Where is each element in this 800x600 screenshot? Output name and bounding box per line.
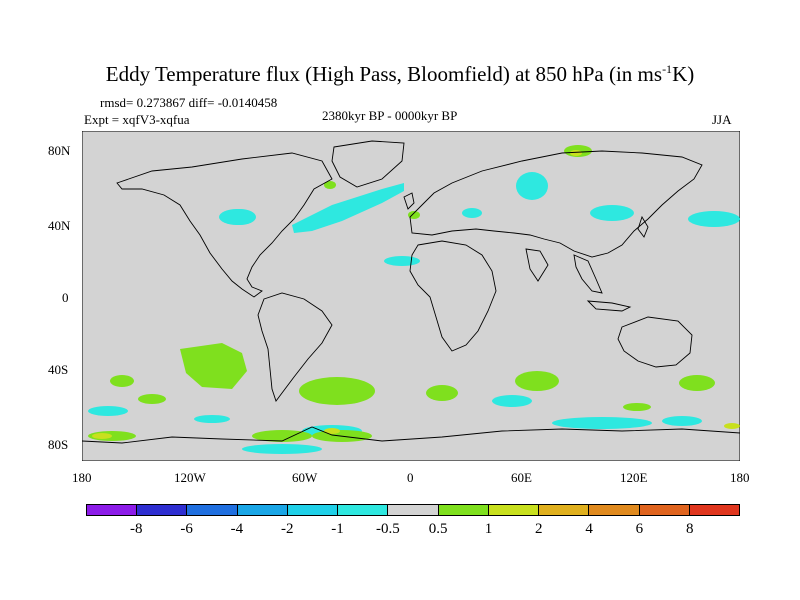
colorbar-swatch-8 — [488, 505, 540, 515]
colorbar-swatch-12 — [689, 505, 740, 515]
colorbar-swatch-5 — [338, 505, 389, 515]
patch-sw-pacific-green — [138, 394, 166, 404]
lat-label-80s: 80S — [48, 437, 69, 452]
coast-australia — [617, 316, 693, 368]
negative-anomaly-patches — [88, 172, 740, 454]
colorbar-swatch-1 — [137, 505, 188, 515]
colorbar-label-5: -0.5 — [375, 521, 400, 537]
colorbar-swatch-7 — [438, 505, 489, 515]
colorbar-label-8: 2 — [535, 521, 543, 537]
coast-antarctica — [82, 426, 740, 444]
colorbar-label-10: 6 — [635, 521, 644, 537]
map-background — [82, 131, 740, 461]
coast-north-america — [116, 152, 333, 298]
period-text: 2380kyr BP - 0000kyr BP — [322, 108, 458, 123]
lon-label-0: 0 — [407, 470, 414, 485]
patch-s-pacific-cyan-a — [88, 406, 128, 416]
lat-label-40n: 40N — [48, 218, 71, 233]
patch-s-atlantic-green — [299, 377, 375, 405]
patch-s-pacific-green-2 — [110, 375, 134, 387]
colorbar-label-6: 0.5 — [428, 521, 448, 537]
coast-india — [525, 248, 549, 282]
patch-s-australia-green — [679, 375, 715, 391]
patch-s-indian-green-2 — [426, 385, 458, 401]
patch-arctic-yellow — [570, 150, 582, 156]
patch-ne-pacific-cyan — [688, 211, 740, 227]
patch-e-asia-cyan — [590, 205, 634, 221]
lon-label-180e: 180 — [730, 470, 750, 485]
plot-title: Eddy Temperature flux (High Pass, Bloomf… — [105, 62, 695, 86]
patch-s-pacific-green — [180, 343, 247, 389]
patch-antarctic-yellow — [92, 433, 112, 439]
patch-mid-pacific-green — [623, 403, 651, 411]
strong-positive-patches — [92, 150, 740, 439]
colorbar-swatch-4 — [287, 505, 339, 515]
patch-s-pacific-cyan-c — [662, 416, 702, 426]
colorbar-label-4: -1 — [331, 521, 344, 537]
colorbar-swatch-9 — [539, 505, 590, 515]
patch-north-africa-cyan — [384, 256, 420, 266]
lat-label-80n: 80N — [48, 143, 71, 158]
colorbar-label-11: 8 — [685, 521, 694, 537]
patch-s-pacific-cyan-b — [194, 415, 230, 423]
coast-indonesia — [586, 300, 632, 312]
patch-s-indian-green — [515, 371, 559, 391]
patch-antarctic-green-c — [252, 430, 312, 442]
lon-label-60e: 60E — [511, 470, 532, 485]
world-map — [82, 131, 740, 461]
colorbar-label-3: -2 — [280, 521, 294, 537]
coast-japan — [637, 215, 649, 238]
lon-label-120e: 120E — [620, 470, 648, 485]
season-text: JJA — [712, 112, 732, 127]
coastlines — [82, 140, 740, 444]
patch-antarctic-coast-cyan — [242, 444, 322, 454]
patch-siberia-cyan — [516, 172, 548, 200]
lon-label-120w: 120W — [174, 470, 206, 485]
lat-label-40s: 40S — [48, 362, 69, 377]
coast-greenland — [331, 140, 405, 188]
colorbar-label-9: 4 — [585, 521, 593, 537]
colorbar-swatch-3 — [237, 505, 288, 515]
colorbar-swatch-10 — [589, 505, 640, 515]
colorbar-swatch-2 — [187, 505, 238, 515]
colorbar-label-1: -6 — [180, 521, 193, 537]
colorbar — [86, 504, 740, 516]
rmsd-diff-text: rmsd= 0.273867 diff= -0.0140458 — [100, 95, 278, 110]
expt-text: Expt = xqfV3-xqfua — [84, 112, 190, 127]
patch-s-indian-cyan-a — [492, 395, 532, 407]
patch-n-pac-west-main — [224, 209, 256, 225]
colorbar-swatch-6 — [388, 505, 439, 515]
coast-british-isles — [403, 192, 415, 210]
patch-europe-green — [408, 211, 420, 219]
lat-label-0: 0 — [62, 290, 69, 305]
coast-south-america — [257, 292, 333, 402]
patch-antarctic-yellow-2 — [324, 428, 340, 434]
colorbar-swatch-0 — [87, 505, 138, 515]
colorbar-label-0: -8 — [130, 521, 143, 537]
patch-kazakh-cyan — [462, 208, 482, 218]
coast-se-asia — [573, 254, 603, 294]
colorbar-swatch-11 — [639, 505, 690, 515]
colorbar-label-7: 1 — [484, 521, 493, 537]
lon-label-180w: 180 — [72, 470, 92, 485]
coast-africa — [409, 240, 497, 352]
patch-s-indian-cyan-b — [552, 417, 652, 429]
patch-greenland-green — [324, 181, 336, 189]
coast-europe-asia — [409, 150, 703, 258]
patch-n-atlantic — [292, 183, 404, 233]
colorbar-label-2: -4 — [230, 521, 244, 537]
lon-label-60w: 60W — [292, 470, 318, 485]
patch-se-pacific-yellow — [724, 423, 740, 429]
